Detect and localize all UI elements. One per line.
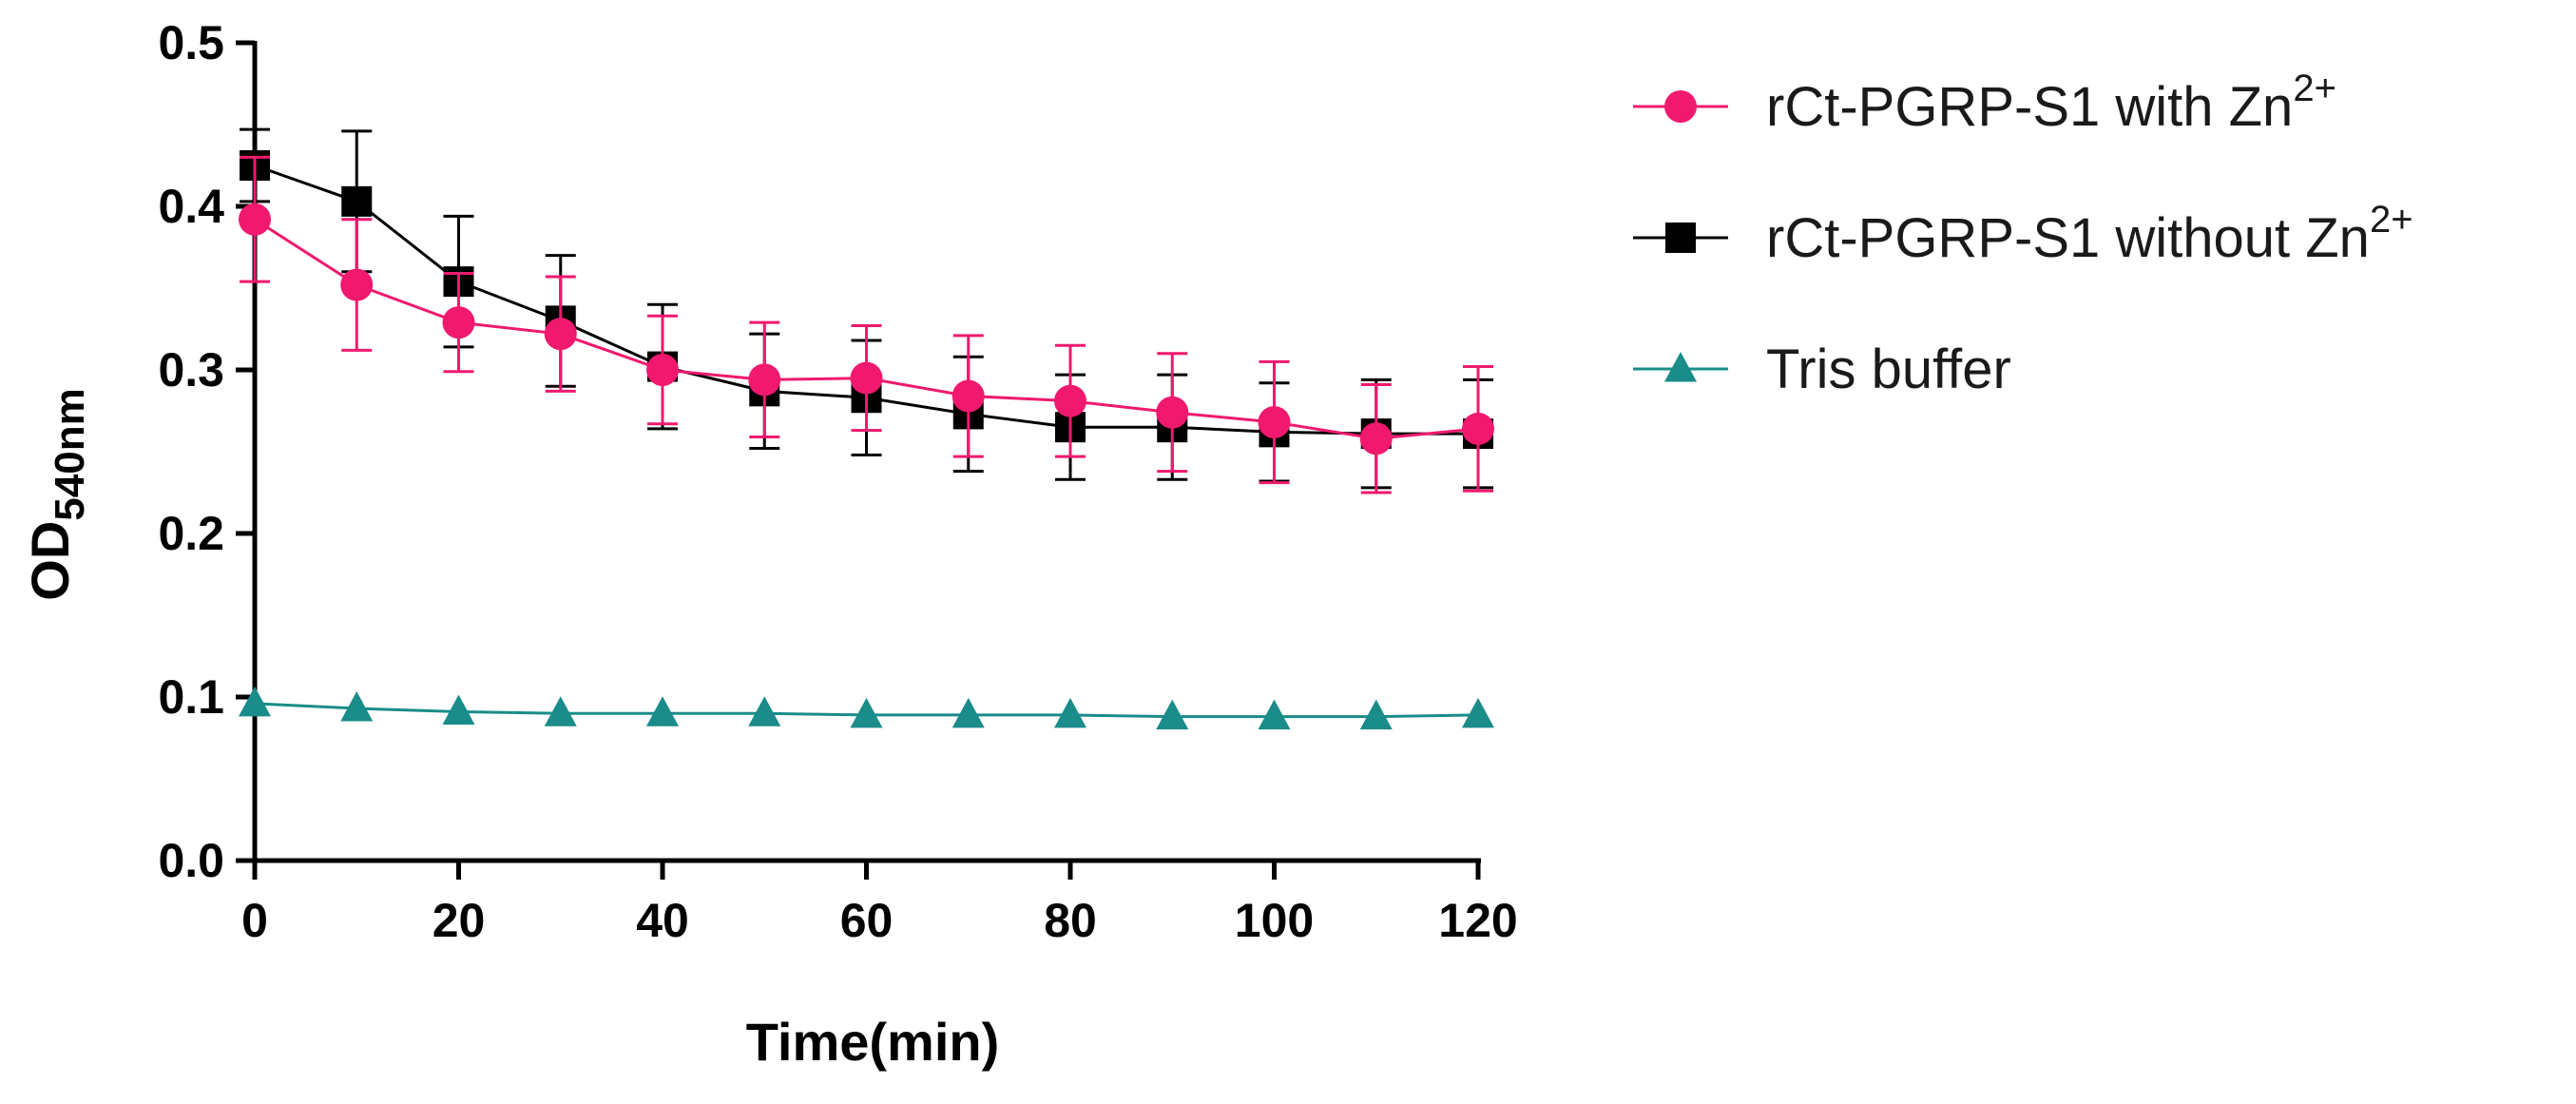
legend: rCt-PGRP-S1 with Zn2+rCt-PGRP-S1 without… bbox=[1633, 68, 2413, 400]
data-point bbox=[646, 696, 679, 726]
legend-label-superscript: 2+ bbox=[2293, 68, 2336, 109]
x-axis-title: Time(min) bbox=[746, 1012, 1000, 1072]
y-tick-label: 0.2 bbox=[158, 507, 224, 560]
data-point bbox=[646, 354, 679, 386]
x-tick-label: 0 bbox=[241, 894, 268, 947]
data-point bbox=[239, 687, 271, 717]
data-point bbox=[1259, 406, 1291, 438]
x-tick-label: 120 bbox=[1438, 894, 1517, 947]
data-point bbox=[239, 203, 271, 236]
legend-label-text: Tris buffer bbox=[1766, 339, 2011, 400]
data-point bbox=[545, 696, 577, 726]
series-2 bbox=[240, 129, 1493, 488]
legend-label-text: rCt-PGRP-S1 without Zn bbox=[1766, 207, 2370, 269]
y-tick-label: 0.1 bbox=[158, 670, 224, 724]
data-point bbox=[851, 698, 883, 728]
chart: 0.0 0.1 0.2 0.3 0.4 0.5 0 20 40 60 80 100 120 OD540n… bbox=[0, 0, 2576, 1104]
legend-marker bbox=[1664, 90, 1697, 123]
y-tick-label: 0.4 bbox=[158, 180, 224, 233]
data-point bbox=[1054, 698, 1086, 728]
data-point bbox=[748, 363, 780, 396]
x-tick-label: 60 bbox=[840, 894, 894, 947]
data-point bbox=[1054, 385, 1086, 417]
legend-label-superscript: 2+ bbox=[2370, 199, 2413, 241]
data-point bbox=[1360, 700, 1393, 730]
legend-marker bbox=[1664, 352, 1697, 382]
y-tick-label: 0.5 bbox=[158, 16, 224, 69]
data-point bbox=[952, 380, 985, 413]
legend-label: rCt-PGRP-S1 without Zn2+ bbox=[1766, 199, 2413, 269]
data-point bbox=[748, 696, 780, 726]
legend-item-1: rCt-PGRP-S1 with Zn2+ bbox=[1633, 68, 2336, 138]
data-point bbox=[1259, 700, 1291, 730]
axes: 0.0 0.1 0.2 0.3 0.4 0.5 0 20 40 60 80 100 120 bbox=[158, 16, 1517, 947]
legend-item-2: rCt-PGRP-S1 without Zn2+ bbox=[1633, 199, 2413, 269]
data-point bbox=[340, 269, 373, 301]
data-point bbox=[851, 362, 883, 395]
x-tick-label: 100 bbox=[1235, 894, 1314, 947]
legend-label: Tris buffer bbox=[1766, 339, 2011, 400]
data-point bbox=[1462, 698, 1494, 728]
y-tick-label: 0.3 bbox=[158, 343, 224, 397]
data-point bbox=[545, 318, 577, 350]
y-tick-label: 0.0 bbox=[158, 834, 224, 887]
data-point bbox=[443, 306, 475, 339]
y-axis-title-main: OD bbox=[20, 521, 80, 601]
x-tick-label: 40 bbox=[636, 894, 689, 947]
series-3 bbox=[239, 687, 1494, 729]
plot-area bbox=[239, 129, 1494, 729]
legend-marker bbox=[1665, 223, 1696, 253]
y-axis-title-subscript: 540nm bbox=[47, 388, 93, 520]
data-point bbox=[952, 698, 985, 728]
data-point bbox=[1462, 413, 1494, 445]
x-tick-label: 80 bbox=[1044, 894, 1097, 947]
data-point bbox=[1360, 422, 1393, 455]
data-point bbox=[341, 186, 372, 217]
data-point bbox=[340, 691, 373, 722]
data-point bbox=[443, 694, 475, 725]
data-point bbox=[1156, 397, 1188, 429]
legend-item-3: Tris buffer bbox=[1633, 339, 2011, 400]
legend-label-text: rCt-PGRP-S1 with Zn bbox=[1766, 76, 2293, 138]
legend-label: rCt-PGRP-S1 with Zn2+ bbox=[1766, 68, 2336, 138]
x-tick-label: 20 bbox=[433, 894, 486, 947]
y-axis-title: OD540nm bbox=[20, 388, 93, 600]
data-point bbox=[1156, 700, 1188, 730]
